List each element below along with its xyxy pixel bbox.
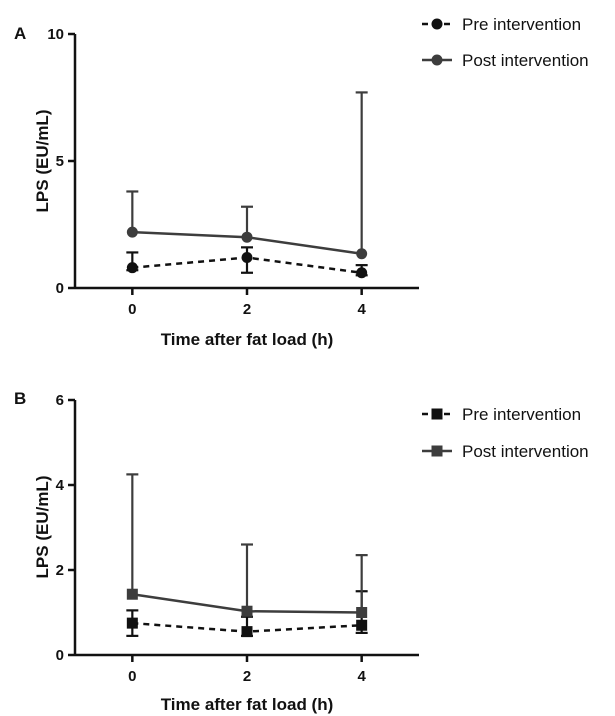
data-point (356, 619, 368, 631)
panel-b-chart: B LPS (EU/mL) Time after fat load (h) 0 2… (14, 389, 589, 714)
y-axis-title: LPS (EU/mL) (33, 476, 52, 579)
data-point (241, 252, 253, 264)
legend-label: Pre intervention (462, 15, 581, 34)
data-point (241, 231, 253, 243)
y-tick-label: 0 (56, 280, 64, 297)
x-tick-label: 4 (357, 668, 366, 685)
legend-entry: Post intervention (422, 51, 589, 70)
legend-marker (431, 408, 443, 420)
y-tick-label: 6 (56, 392, 64, 409)
y-tick-label: 0 (56, 647, 64, 664)
data-point (356, 267, 368, 279)
data-point (356, 248, 368, 260)
y-tick-label: 10 (47, 26, 64, 43)
x-tick-label: 0 (128, 668, 136, 685)
legend-entry: Pre intervention (422, 15, 581, 34)
legend-marker (431, 18, 443, 30)
x-tick-label: 0 (128, 301, 136, 318)
data-point (356, 607, 368, 618)
panel-label: B (14, 389, 26, 408)
x-axis-title: Time after fat load (h) (161, 330, 334, 349)
legend-label: Post intervention (462, 442, 589, 461)
x-tick-label: 2 (243, 668, 251, 685)
legend: Pre intervention Post intervention (422, 15, 589, 70)
legend-marker (431, 54, 443, 66)
legend-entry: Post intervention (422, 442, 589, 461)
y-axis-title: LPS (EU/mL) (33, 110, 52, 213)
data-point (126, 617, 138, 629)
data-point (241, 626, 253, 638)
y-tick-label: 2 (56, 562, 64, 579)
legend: Pre intervention Post intervention (422, 405, 589, 461)
data-point (241, 605, 253, 617)
data-point (126, 588, 138, 600)
panel-a-chart: A LPS (EU/mL) Time after fat load (h) 0 5… (14, 15, 589, 349)
x-tick-label: 4 (357, 301, 366, 318)
panel-label: A (14, 24, 26, 43)
legend-entry: Pre intervention (422, 405, 581, 424)
data-point (126, 262, 138, 274)
data-point (126, 226, 138, 238)
y-tick-label: 5 (56, 153, 64, 170)
legend-label: Pre intervention (462, 405, 581, 424)
legend-label: Post intervention (462, 51, 589, 70)
x-axis-title: Time after fat load (h) (161, 695, 334, 714)
legend-marker (431, 445, 443, 457)
y-tick-label: 4 (56, 477, 65, 494)
x-tick-label: 2 (243, 301, 251, 318)
